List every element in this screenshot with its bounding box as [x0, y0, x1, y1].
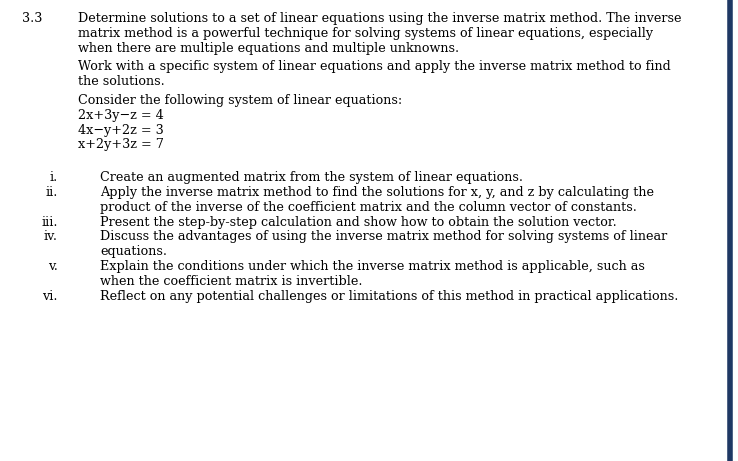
Text: 4x−y+2z = 3: 4x−y+2z = 3	[78, 124, 164, 136]
Text: Discuss the advantages of using the inverse matrix method for solving systems of: Discuss the advantages of using the inve…	[100, 230, 667, 243]
Text: matrix method is a powerful technique for solving systems of linear equations, e: matrix method is a powerful technique fo…	[78, 27, 653, 40]
Text: Reflect on any potential challenges or limitations of this method in practical a: Reflect on any potential challenges or l…	[100, 290, 678, 302]
Text: Create an augmented matrix from the system of linear equations.: Create an augmented matrix from the syst…	[100, 171, 523, 184]
Text: x+2y+3z = 7: x+2y+3z = 7	[78, 138, 164, 151]
Text: when the coefficient matrix is invertible.: when the coefficient matrix is invertibl…	[100, 275, 362, 288]
Text: Explain the conditions under which the inverse matrix method is applicable, such: Explain the conditions under which the i…	[100, 260, 645, 273]
Text: Consider the following system of linear equations:: Consider the following system of linear …	[78, 94, 402, 107]
Text: Apply the inverse matrix method to find the solutions for x, y, and z by calcula: Apply the inverse matrix method to find …	[100, 186, 654, 199]
Text: product of the inverse of the coefficient matrix and the column vector of consta: product of the inverse of the coefficien…	[100, 201, 637, 214]
Text: iii.: iii.	[41, 216, 58, 229]
Text: iv.: iv.	[44, 230, 58, 243]
Text: Work with a specific system of linear equations and apply the inverse matrix met: Work with a specific system of linear eq…	[78, 60, 671, 73]
Text: the solutions.: the solutions.	[78, 75, 165, 88]
Text: equations.: equations.	[100, 245, 167, 258]
Text: v.: v.	[48, 260, 58, 273]
Text: ii.: ii.	[46, 186, 58, 199]
Text: 3.3: 3.3	[22, 12, 42, 25]
Text: when there are multiple equations and multiple unknowns.: when there are multiple equations and mu…	[78, 41, 459, 54]
Text: 2x+3y−z = 4: 2x+3y−z = 4	[78, 109, 164, 122]
Text: i.: i.	[49, 171, 58, 184]
Text: Present the step-by-step calculation and show how to obtain the solution vector.: Present the step-by-step calculation and…	[100, 216, 617, 229]
Text: vi.: vi.	[43, 290, 58, 302]
Text: Determine solutions to a set of linear equations using the inverse matrix method: Determine solutions to a set of linear e…	[78, 12, 681, 25]
